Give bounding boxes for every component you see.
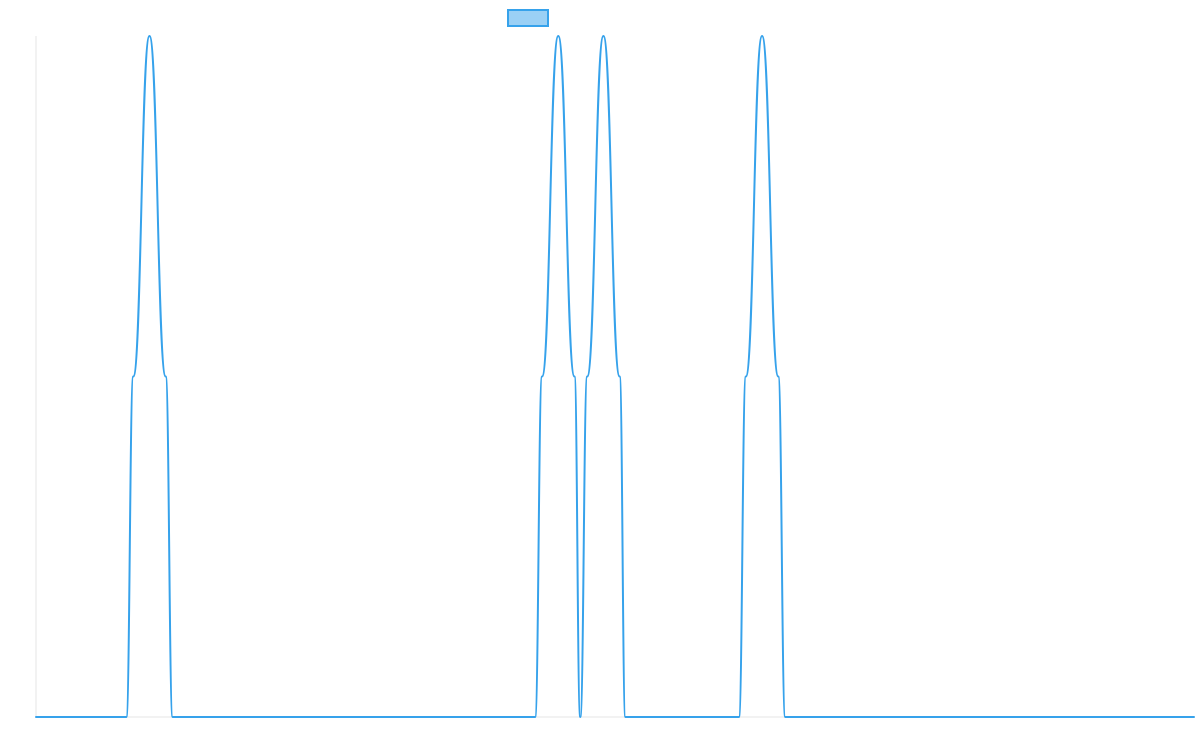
legend-swatch[interactable] [507, 9, 549, 27]
series-line-0[interactable] [35, 35, 1195, 718]
legend[interactable] [507, 9, 549, 27]
series-layer [35, 35, 1195, 718]
